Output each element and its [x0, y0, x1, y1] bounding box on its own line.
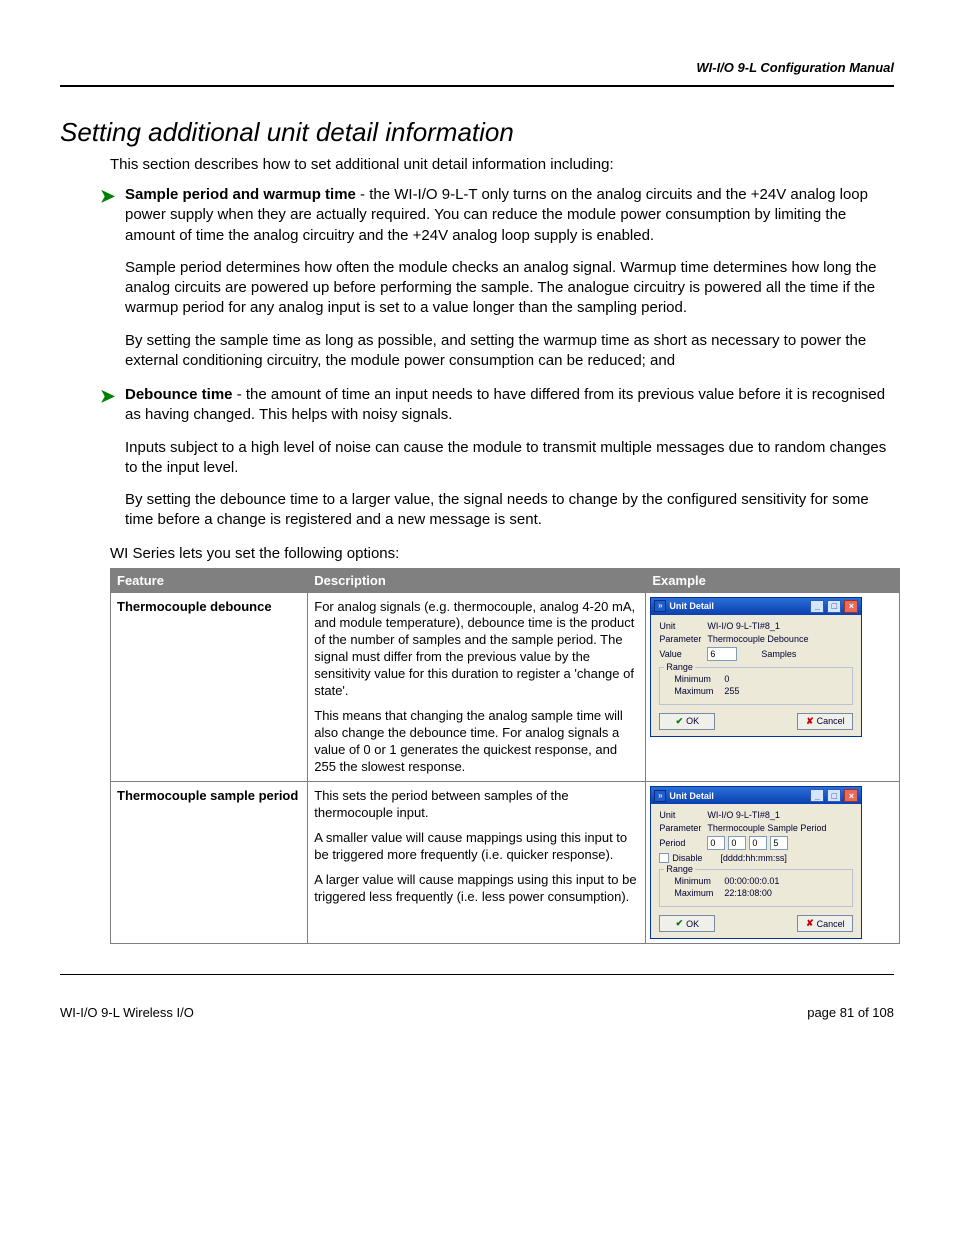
example-cell: » Unit Detail _ □ × UnitWI-I/O 9-L-TI#8_…: [646, 592, 900, 782]
footer-left: WI-I/O 9-L Wireless I/O: [60, 1005, 194, 1020]
parameter-label: Parameter: [659, 634, 707, 644]
cancel-button[interactable]: ✘Cancel: [797, 713, 853, 730]
bullet-lead: Debounce time: [125, 386, 233, 403]
arrow-icon: ➤: [100, 384, 115, 408]
dialog-titlebar: » Unit Detail _ □ ×: [651, 598, 861, 615]
feature-cell: Thermocouple debounce: [111, 592, 308, 782]
cancel-label: Cancel: [817, 716, 845, 726]
bullet-text: Inputs subject to a high level of noise …: [125, 438, 894, 479]
th-description: Description: [308, 568, 646, 592]
range-group: Range Minimum00:00:00:0.01 Maximum22:18:…: [659, 869, 853, 907]
ok-label: OK: [686, 716, 699, 726]
desc-cell: This sets the period between samples of …: [308, 782, 646, 944]
example-cell: » Unit Detail _ □ × UnitWI-I/O 9-L-TI#8_…: [646, 782, 900, 944]
dialog-title: Unit Detail: [669, 791, 807, 801]
desc-para: A smaller value will cause mappings usin…: [314, 830, 639, 864]
period-label: Period: [659, 838, 707, 848]
parameter-value: Thermocouple Debounce: [707, 634, 853, 644]
max-value: 22:18:08:00: [724, 888, 772, 898]
cancel-button[interactable]: ✘Cancel: [797, 915, 853, 932]
max-value: 255: [724, 686, 739, 696]
unit-label: Unit: [659, 810, 707, 820]
minimize-button[interactable]: _: [810, 789, 824, 802]
desc-cell: For analog signals (e.g. thermocouple, a…: [308, 592, 646, 782]
max-label: Maximum: [674, 888, 724, 898]
parameter-label: Parameter: [659, 823, 707, 833]
x-icon: ✘: [806, 918, 814, 929]
desc-para: A larger value will cause mappings using…: [314, 872, 639, 906]
close-button[interactable]: ×: [844, 600, 858, 613]
bullet-text: Sample period determines how often the m…: [125, 258, 894, 319]
bullet-lead: Sample period and warmup time: [125, 186, 356, 203]
arrow-icon: ➤: [100, 184, 115, 208]
app-icon: »: [654, 600, 666, 612]
bullet-debounce-time: ➤ Debounce time - the amount of time an …: [125, 385, 894, 531]
minimize-button[interactable]: _: [810, 600, 824, 613]
desc-para: This sets the period between samples of …: [314, 788, 639, 822]
cancel-label: Cancel: [817, 919, 845, 929]
check-icon: ✔: [676, 716, 684, 727]
header-rule: [60, 85, 894, 87]
value-input[interactable]: [707, 647, 737, 661]
value-label: Value: [659, 649, 707, 659]
unit-detail-dialog: » Unit Detail _ □ × UnitWI-I/O 9-L-TI#8_…: [650, 786, 862, 939]
unit-label: Unit: [659, 621, 707, 631]
table-row: Thermocouple debounce For analog signals…: [111, 592, 900, 782]
ok-label: OK: [686, 919, 699, 929]
desc-para: This means that changing the analog samp…: [314, 708, 639, 776]
page-footer: WI-I/O 9-L Wireless I/O page 81 of 108: [60, 1005, 894, 1020]
x-icon: ✘: [806, 716, 814, 727]
ok-button[interactable]: ✔OK: [659, 915, 715, 932]
unit-detail-dialog: » Unit Detail _ □ × UnitWI-I/O 9-L-TI#8_…: [650, 597, 862, 737]
range-legend: Range: [664, 662, 695, 672]
features-table: Feature Description Example Thermocouple…: [110, 568, 900, 945]
max-label: Maximum: [674, 686, 724, 696]
th-feature: Feature: [111, 568, 308, 592]
min-value: 0: [724, 674, 729, 684]
parameter-value: Thermocouple Sample Period: [707, 823, 853, 833]
th-example: Example: [646, 568, 900, 592]
min-label: Minimum: [674, 674, 724, 684]
period-m-input[interactable]: [749, 836, 767, 850]
page-title: Setting additional unit detail informati…: [60, 117, 894, 148]
intro-text: This section describes how to set additi…: [110, 156, 894, 173]
dialog-titlebar: » Unit Detail _ □ ×: [651, 787, 861, 804]
table-lead-in: WI Series lets you set the following opt…: [110, 545, 894, 562]
table-row: Thermocouple sample period This sets the…: [111, 782, 900, 944]
maximize-button[interactable]: □: [827, 789, 841, 802]
unit-value: WI-I/O 9-L-TI#8_1: [707, 621, 853, 631]
disable-checkbox[interactable]: [659, 853, 669, 863]
app-icon: »: [654, 790, 666, 802]
doc-header: WI-I/O 9-L Configuration Manual: [60, 60, 894, 85]
bullet-text: By setting the sample time as long as po…: [125, 331, 894, 372]
bullet-sample-period: ➤ Sample period and warmup time - the WI…: [125, 185, 894, 371]
dialog-title: Unit Detail: [669, 601, 807, 611]
feature-cell: Thermocouple sample period: [111, 782, 308, 944]
disable-label: Disable: [672, 853, 702, 863]
min-label: Minimum: [674, 876, 724, 886]
bullet-text: By setting the debounce time to a larger…: [125, 490, 894, 531]
value-unit: Samples: [761, 649, 796, 659]
bullet-text: - the amount of time an input needs to h…: [125, 386, 885, 423]
maximize-button[interactable]: □: [827, 600, 841, 613]
format-hint: [dddd:hh:mm:ss]: [720, 853, 787, 863]
footer-rule: [60, 974, 894, 975]
close-button[interactable]: ×: [844, 789, 858, 802]
range-legend: Range: [664, 864, 695, 874]
unit-value: WI-I/O 9-L-TI#8_1: [707, 810, 853, 820]
footer-right: page 81 of 108: [807, 1005, 894, 1020]
period-s-input[interactable]: [770, 836, 788, 850]
period-d-input[interactable]: [707, 836, 725, 850]
ok-button[interactable]: ✔OK: [659, 713, 715, 730]
range-group: Range Minimum0 Maximum255: [659, 667, 853, 705]
period-h-input[interactable]: [728, 836, 746, 850]
desc-para: For analog signals (e.g. thermocouple, a…: [314, 599, 639, 700]
check-icon: ✔: [676, 918, 684, 929]
min-value: 00:00:00:0.01: [724, 876, 779, 886]
